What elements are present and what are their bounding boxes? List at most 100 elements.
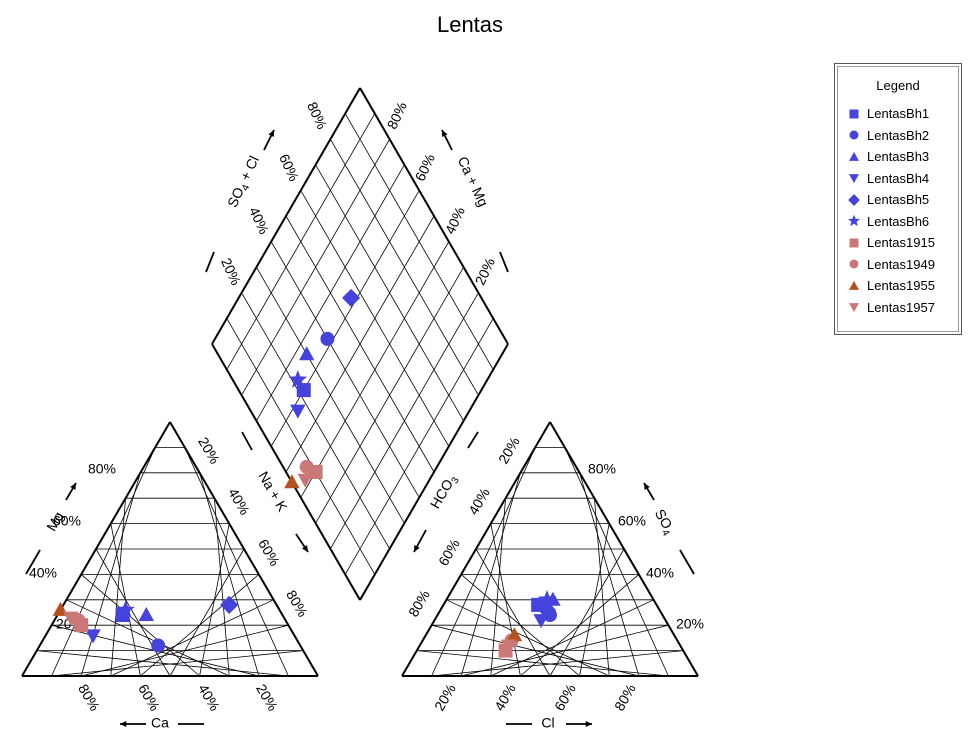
point-diamond-lentas1949 [299, 459, 314, 474]
legend-marker-triangle-up-icon [847, 279, 861, 293]
cation-tick-label-mg: 80% [88, 461, 116, 477]
axis-title-so4-cl: SO4 + Cl [224, 153, 264, 211]
legend-marker-square-icon [847, 107, 861, 121]
anion-triangle-grid [549, 548, 625, 677]
legend-marker-shape [849, 174, 859, 184]
cation-tick-label-ca: 80% [75, 681, 103, 713]
point-cation-lentasbh3 [138, 606, 155, 621]
legend-item-lentasbh3: LentasBh3 [835, 146, 961, 168]
anion-tick-label-hco3: 20% [495, 434, 523, 466]
legend-item-lentasbh1: LentasBh1 [835, 103, 961, 125]
axis-title-ca-text: Ca [151, 715, 169, 731]
cation-triangle-grid [199, 472, 260, 677]
anion-triangle-grid [460, 574, 580, 677]
legend-item-label: Lentas1949 [867, 256, 935, 272]
point-diamond-lentasbh5 [342, 288, 361, 308]
axis-dash-nak [241, 431, 253, 451]
cation-tick-label-nak: 40% [225, 485, 253, 517]
cation-triangle-grid [80, 574, 200, 677]
axis-title-so4: SO4 [649, 506, 679, 538]
cation-tick-label-mg: 60% [53, 513, 81, 529]
legend-item-lentas1949: Lentas1949 [835, 254, 961, 276]
point-diamond-lentasbh6 [288, 370, 308, 388]
cation-triangle-grid [95, 548, 171, 677]
point-diamond-lentas1957 [297, 473, 313, 488]
anion-tick-label-hco3: 40% [465, 485, 493, 517]
diamond-grid [315, 164, 464, 422]
point-anion-lentas1957 [500, 639, 517, 654]
legend-item-lentas1915: Lentas1915 [835, 232, 961, 254]
diamond-tick-label-left: 20% [218, 255, 244, 287]
legend-marker-triangle-down-icon [847, 171, 861, 185]
point-anion-lentas1955 [506, 627, 523, 642]
point-anion-lentasbh5 [537, 600, 557, 620]
axis-title-so4-cl-text: SO4 + Cl [224, 153, 264, 211]
point-cation-lentasbh2 [151, 638, 166, 653]
cation-triangle-grid [36, 650, 289, 677]
legend-marker-shape [849, 130, 859, 140]
legend-marker-shape [849, 151, 859, 161]
diamond-grid [300, 190, 450, 447]
axis-dash-so4 [679, 549, 695, 575]
diamond-tick-label-right: 80% [384, 99, 410, 131]
point-diamond-lentasbh1 [296, 383, 311, 398]
anion-tick-label-cl: 80% [611, 681, 639, 713]
diamond-tick-label-right: 40% [442, 204, 468, 236]
axis-arrow-nak-head [301, 545, 308, 552]
legend-item-label: LentasBh3 [867, 149, 930, 165]
legend-items: LentasBh1 LentasBh2 LentasBh3 LentasBh4 Lent… [835, 103, 961, 318]
diamond-grid [285, 215, 435, 473]
point-diamond-lentasbh4 [290, 404, 306, 419]
point-anion-lentasbh4 [533, 614, 549, 629]
legend-marker-shape [849, 303, 859, 313]
diamond-edge [211, 343, 361, 601]
diamond-edge [359, 343, 509, 601]
axis-title-cl: Cl [541, 715, 554, 731]
cation-tick-label-mg: 40% [29, 565, 57, 581]
anion-triangle-grid [431, 624, 639, 677]
diamond-tick-label-left: 80% [304, 99, 330, 131]
anion-tick-label-hco3: 80% [405, 587, 433, 619]
legend-marker-diamond-icon [847, 193, 861, 207]
axis-arrow-so4-cl-head [268, 130, 274, 137]
legend-item-lentasbh2: LentasBh2 [835, 125, 961, 147]
cation-triangle-grid [66, 599, 230, 677]
anion-triangle-right-edge [549, 421, 699, 677]
legend-marker-shape [849, 238, 859, 248]
axis-title-nak-text: Na + K [255, 469, 291, 515]
legend-item-label: Lentas1957 [867, 299, 935, 315]
axis-arrow-ca-head [120, 720, 127, 728]
point-cation-lentasbh6 [116, 600, 135, 618]
anion-triangle-left-edge [401, 421, 551, 677]
axis-dash-hco3 [467, 431, 479, 449]
chart-title: Lentas [436, 12, 504, 37]
anion-tick-label-so4: 80% [588, 461, 616, 477]
grid-layer [36, 113, 684, 677]
diamond-grid [270, 190, 420, 447]
anion-triangle-grid [564, 447, 669, 677]
axis-title-cl-text: Cl [541, 715, 554, 731]
legend-marker-shape [848, 193, 860, 206]
anion-tick-label-cl: 40% [491, 681, 519, 713]
cation-tick-label-ca: 60% [135, 681, 163, 713]
diamond-grid [256, 164, 405, 422]
legend-marker-shape [849, 109, 859, 119]
anion-triangle-grid [579, 523, 610, 677]
point-cation-lentasbh4 [85, 629, 101, 644]
cation-triangle-grid [214, 498, 230, 677]
legend-item-lentasbh6: LentasBh6 [835, 211, 961, 233]
point-layer [52, 288, 561, 658]
legend-item-label: LentasBh4 [867, 170, 930, 186]
diamond-edge [211, 87, 361, 345]
diamond-tick-label-right: 20% [472, 255, 498, 287]
axis-dash-mg [25, 549, 41, 575]
point-cation-lentas1957 [63, 611, 79, 626]
cation-tick-label-ca: 40% [195, 681, 223, 713]
legend-marker-square-icon [847, 236, 861, 250]
diamond-grid [330, 138, 479, 396]
anion-tick-label-cl: 20% [431, 681, 459, 713]
diamond-tick-label-left: 40% [246, 204, 272, 236]
legend-item-label: Lentas1955 [867, 278, 935, 294]
cation-tick-label-nak: 60% [255, 536, 283, 568]
